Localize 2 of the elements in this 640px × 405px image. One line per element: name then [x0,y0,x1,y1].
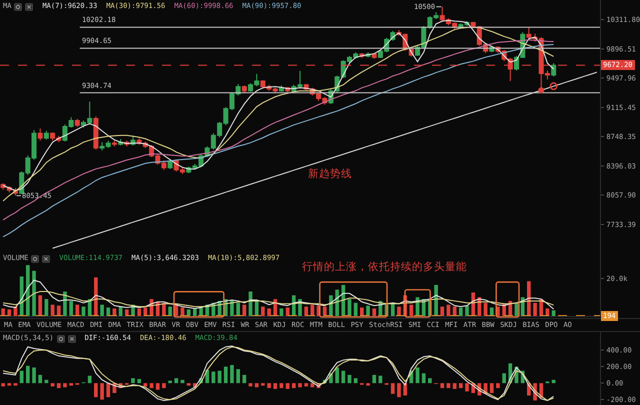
annotation: 行情的上涨，依托持续的多头量能 [302,260,467,273]
annotation: 新趋势线 [308,167,352,180]
